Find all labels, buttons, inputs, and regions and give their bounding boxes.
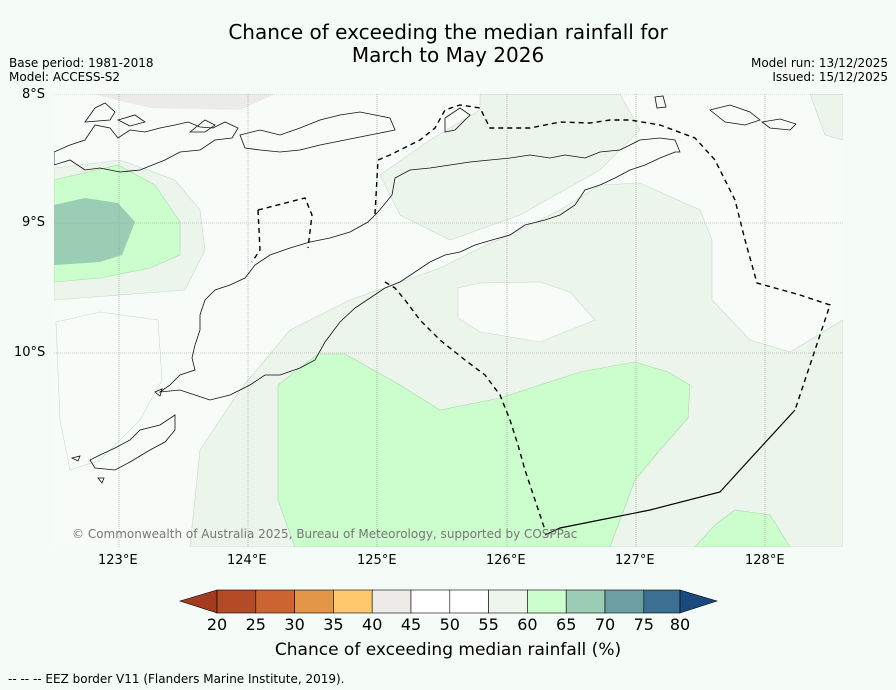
lon-tick-127e: 127°E bbox=[615, 553, 655, 568]
colorbar-label-50: 50 bbox=[439, 615, 460, 634]
lon-tick-124e: 124°E bbox=[227, 553, 267, 568]
shade-below-40 bbox=[92, 94, 275, 110]
colorbar-bin-65-70 bbox=[565, 589, 606, 614]
lon-tick-126e: 126°E bbox=[486, 553, 526, 568]
shade-55-60-ne bbox=[809, 94, 843, 141]
colorbar-bin-50-55 bbox=[449, 589, 489, 614]
colorbar-bin-40-45 bbox=[371, 589, 412, 614]
colorbar-bin-55-60 bbox=[488, 589, 528, 614]
colorbar-title: Chance of exceeding median rainfall (%) bbox=[274, 640, 622, 660]
colorbar-arrow-high bbox=[679, 589, 719, 614]
colorbar-arrow-low bbox=[178, 589, 218, 614]
colorbar-label-70: 70 bbox=[594, 615, 616, 634]
eez-boundary-solid bbox=[544, 409, 796, 536]
map-title-line1: Chance of exceeding the median rainfall … bbox=[228, 20, 668, 44]
model-run: Model run: 13/12/2025 bbox=[750, 56, 888, 70]
colorbar-label-65: 65 bbox=[556, 615, 577, 634]
lon-tick-128e: 128°E bbox=[745, 553, 785, 568]
lat-tick-8s: 8°S bbox=[22, 87, 46, 102]
colorbar-bin-75-80 bbox=[643, 589, 681, 614]
colorbar-label-45: 45 bbox=[400, 615, 422, 634]
shade-65-70 bbox=[54, 198, 135, 265]
shade-60-65-se bbox=[694, 509, 791, 547]
colorbar-label-25: 25 bbox=[245, 615, 266, 634]
colorbar-label-40: 40 bbox=[362, 615, 383, 634]
shade-60-65-south bbox=[277, 353, 691, 547]
colorbar bbox=[178, 589, 719, 614]
issued-date: Issued: 15/12/2025 bbox=[772, 70, 888, 84]
lon-tick-125e: 125°E bbox=[357, 553, 397, 568]
lon-tick-123e: 123°E bbox=[98, 553, 138, 568]
copyright-text: © Commonwealth of Australia 2025, Bureau… bbox=[72, 527, 577, 541]
coastline bbox=[54, 95, 797, 484]
colorbar-bin-70-75 bbox=[604, 589, 645, 614]
colorbar-label-80: 80 bbox=[669, 615, 691, 634]
eez-footnote: -- -- -- EEZ border V11 (Flanders Marine… bbox=[8, 672, 345, 686]
colorbar-label-75: 75 bbox=[633, 615, 654, 634]
colorbar-bin-20-25 bbox=[216, 589, 257, 614]
colorbar-bin-30-35 bbox=[294, 589, 334, 614]
colorbar-bin-45-50 bbox=[410, 589, 451, 614]
colorbar-label-30: 30 bbox=[284, 615, 305, 634]
colorbar-label-60: 60 bbox=[517, 615, 538, 634]
shade-55-60-north bbox=[379, 94, 641, 241]
shade-white-center bbox=[457, 281, 596, 343]
eez-boundary bbox=[251, 104, 831, 531]
lat-tick-10s: 10°S bbox=[14, 345, 46, 360]
model-name: Model: ACCESS-S2 bbox=[9, 70, 121, 84]
graticule bbox=[54, 94, 843, 547]
colorbar-label-55: 55 bbox=[478, 615, 499, 634]
colorbar-bin-25-30 bbox=[255, 589, 295, 614]
base-period: Base period: 1981-2018 bbox=[9, 56, 154, 70]
colorbar-label-20: 20 bbox=[206, 615, 228, 634]
shade-white-west bbox=[55, 311, 163, 471]
colorbar-bin-35-40 bbox=[333, 589, 373, 614]
colorbar-bin-60-65 bbox=[527, 589, 567, 614]
lat-tick-9s: 9°S bbox=[22, 215, 46, 230]
colorbar-label-35: 35 bbox=[323, 615, 344, 634]
map-title-line2: March to May 2026 bbox=[351, 43, 545, 67]
